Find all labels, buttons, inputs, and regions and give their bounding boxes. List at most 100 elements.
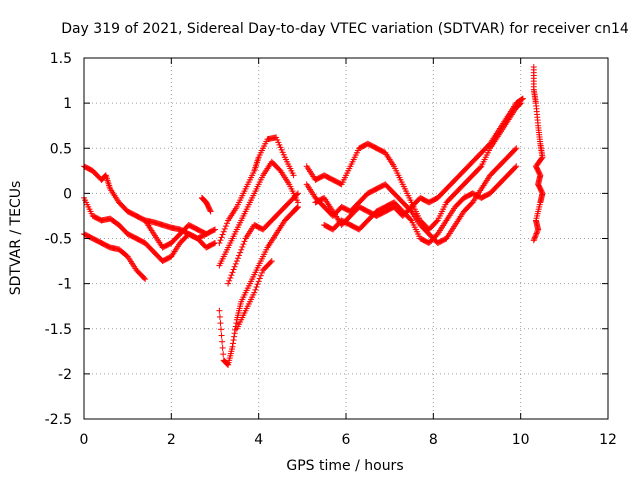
data-point xyxy=(219,344,226,351)
series-track-5 xyxy=(198,194,214,215)
data-point xyxy=(226,277,233,284)
data-point xyxy=(210,227,217,234)
series-track-6 xyxy=(216,203,301,368)
y-tick-label: -2.5 xyxy=(45,412,72,428)
data-point xyxy=(433,218,440,225)
data-point xyxy=(519,96,526,103)
y-tick-label: -1 xyxy=(58,277,72,293)
data-point xyxy=(202,230,209,237)
data-point xyxy=(232,260,239,267)
data-point xyxy=(210,240,217,247)
data-point xyxy=(531,234,538,241)
data-point xyxy=(293,205,300,212)
data-point xyxy=(231,263,238,270)
data-point xyxy=(477,164,484,171)
data-point xyxy=(220,228,227,235)
data-point xyxy=(533,230,540,237)
data-point xyxy=(230,266,237,273)
axis-ticks xyxy=(83,57,609,420)
data-point xyxy=(216,307,223,314)
data-point xyxy=(252,286,259,293)
data-point xyxy=(217,237,224,244)
data-point xyxy=(233,320,240,327)
data-point xyxy=(531,235,538,242)
series-track-14 xyxy=(312,95,526,228)
data-point xyxy=(251,289,258,296)
data-point xyxy=(530,237,537,244)
data-point xyxy=(255,278,262,285)
data-point xyxy=(216,240,223,247)
data-point xyxy=(532,231,539,238)
data-point xyxy=(212,226,218,233)
data-point xyxy=(231,333,238,340)
y-tick-labels: -2.5 -2 -1.5 -1 -0.5 0 0.5 1 1.5 xyxy=(45,51,72,428)
data-point xyxy=(218,326,225,333)
data-point xyxy=(258,269,265,276)
y-tick-label: 0 xyxy=(63,186,72,202)
data-point xyxy=(294,204,301,211)
series-track-3 xyxy=(81,230,149,283)
data-point xyxy=(218,234,225,241)
series-track-7 xyxy=(216,134,297,247)
data-point xyxy=(230,340,237,347)
data-point xyxy=(267,259,274,266)
series-track-9 xyxy=(225,190,301,287)
data-point xyxy=(238,246,245,253)
data-point xyxy=(207,207,214,214)
y-tick-label: 1.5 xyxy=(50,51,72,67)
x-tick-label: 0 xyxy=(80,432,89,448)
data-point xyxy=(220,351,227,358)
data-point xyxy=(203,230,210,237)
series-track-8 xyxy=(216,158,301,269)
series-track-10 xyxy=(233,258,275,332)
data-point xyxy=(234,255,241,262)
data-point xyxy=(293,191,300,198)
series-track-15 xyxy=(530,64,546,244)
data-point xyxy=(228,272,235,279)
data-point xyxy=(225,280,232,287)
data-point xyxy=(294,190,301,197)
data-point xyxy=(233,258,240,265)
data-point xyxy=(256,275,263,282)
data-point xyxy=(219,338,226,345)
data-point xyxy=(222,223,229,230)
chart-title: Day 319 of 2021, Sidereal Day-to-day VTE… xyxy=(61,21,629,37)
data-points xyxy=(81,64,546,368)
data-point xyxy=(229,269,236,276)
data-point xyxy=(236,252,243,259)
x-axis-label: GPS time / hours xyxy=(286,458,403,474)
x-tick-label: 8 xyxy=(429,432,438,448)
data-point xyxy=(230,337,237,344)
series-track-12 xyxy=(303,145,520,247)
data-point xyxy=(512,146,519,153)
x-tick-label: 6 xyxy=(342,432,351,448)
data-point xyxy=(513,145,520,152)
data-point xyxy=(229,343,236,350)
data-point xyxy=(240,241,247,248)
data-point xyxy=(253,284,260,291)
data-point xyxy=(237,249,244,256)
y-tick-label: -2 xyxy=(58,367,72,383)
data-point xyxy=(254,281,261,288)
data-point xyxy=(407,216,414,223)
data-point xyxy=(224,220,231,227)
data-point xyxy=(216,313,223,320)
data-point xyxy=(534,229,541,236)
data-point xyxy=(142,276,149,283)
y-tick-label: -1.5 xyxy=(45,322,72,338)
data-point xyxy=(239,243,246,250)
x-tick-label: 4 xyxy=(254,432,263,448)
y-tick-label: 1 xyxy=(63,96,72,112)
series-track-4 xyxy=(142,217,210,251)
x-tick-label: 10 xyxy=(512,432,530,448)
data-point xyxy=(231,330,238,337)
data-point xyxy=(241,238,248,245)
data-point xyxy=(519,95,526,102)
data-point xyxy=(294,199,301,206)
y-tick-label: 0.5 xyxy=(50,141,72,157)
data-point xyxy=(218,332,225,339)
data-point xyxy=(268,258,275,265)
data-point xyxy=(257,272,264,279)
data-point xyxy=(141,274,148,281)
